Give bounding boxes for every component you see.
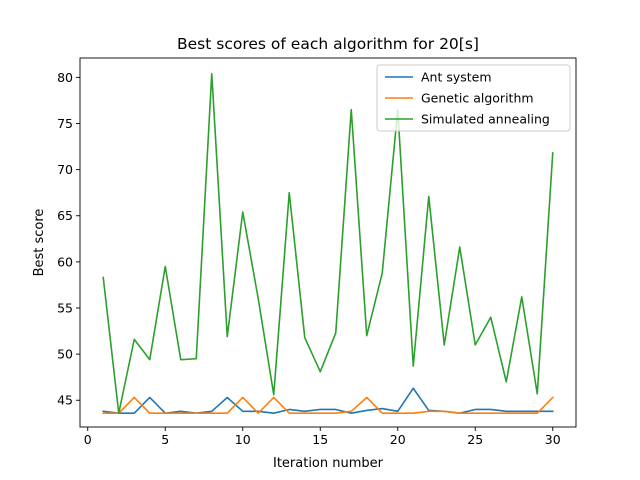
axes-frame bbox=[79, 57, 577, 428]
x-tick-label: 25 bbox=[467, 432, 483, 447]
y-tick-label: 60 bbox=[57, 254, 73, 269]
x-tick-label: 5 bbox=[161, 432, 169, 447]
x-tick-label: 10 bbox=[235, 432, 251, 447]
x-tick-label: 0 bbox=[84, 432, 92, 447]
x-axis-label: Iteration number bbox=[273, 456, 384, 471]
legend-label: Genetic algorithm bbox=[421, 91, 534, 106]
legend: Ant system Genetic algorithm Simulated ann… bbox=[376, 64, 571, 132]
x-axis: 0 5 10 15 20 25 30 bbox=[84, 427, 561, 447]
x-tick-label: 20 bbox=[390, 432, 406, 447]
series-line-1 bbox=[102, 396, 554, 414]
y-tick-label: 55 bbox=[57, 300, 73, 315]
legend-box bbox=[376, 64, 571, 132]
y-axis-label: Best score bbox=[32, 209, 47, 277]
chart-title: Best scores of each algorithm for 20[s] bbox=[177, 35, 479, 53]
y-tick-label: 65 bbox=[57, 208, 73, 223]
y-tick-label: 80 bbox=[57, 70, 73, 85]
y-tick-label: 50 bbox=[57, 347, 73, 362]
y-tick-label: 70 bbox=[57, 162, 73, 177]
plot-area bbox=[102, 72, 554, 414]
y-tick-label: 75 bbox=[57, 116, 73, 131]
legend-label: Ant system bbox=[421, 70, 492, 85]
x-tick-label: 30 bbox=[545, 432, 561, 447]
y-axis: 45 50 55 60 65 70 75 80 bbox=[57, 70, 80, 408]
series-line-0 bbox=[102, 387, 554, 414]
legend-label: Simulated annealing bbox=[421, 112, 550, 127]
y-tick-label: 45 bbox=[57, 393, 73, 408]
x-tick-label: 15 bbox=[312, 432, 328, 447]
series-line-2 bbox=[102, 72, 554, 414]
